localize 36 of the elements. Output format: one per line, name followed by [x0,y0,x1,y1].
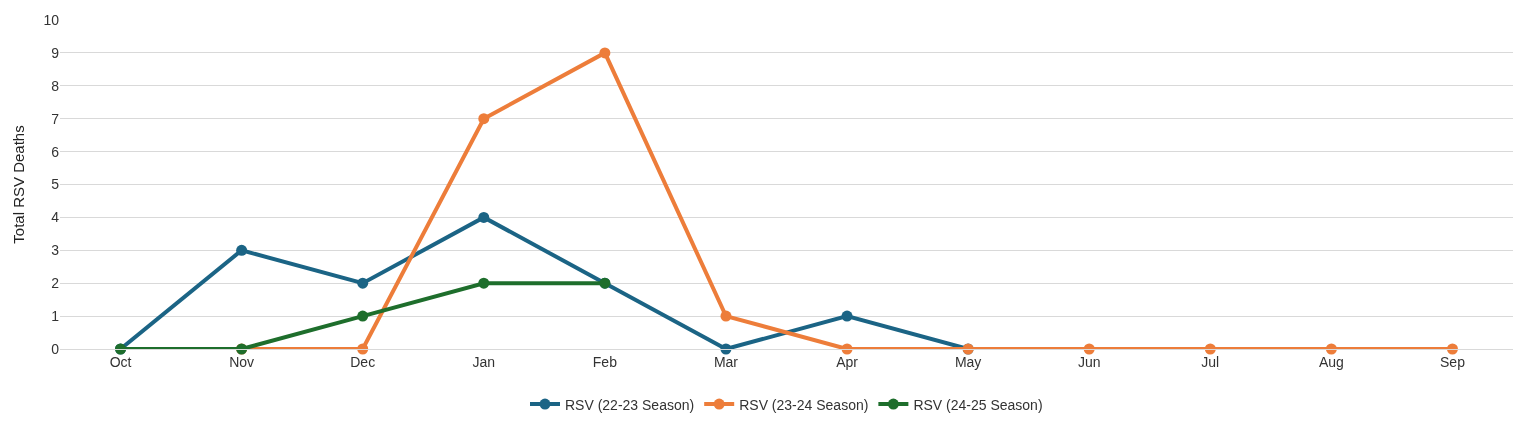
x-tick-label: Dec [350,353,376,370]
x-tick-label: Jan [472,353,496,370]
point [357,310,369,322]
x-tick-label: May [954,353,982,370]
x-tick-label: Nov [229,353,255,370]
y-tick-label: 9 [51,44,60,61]
x-tick-label: Jul [1201,353,1220,370]
point [599,47,611,59]
point [357,277,369,289]
point [236,244,248,256]
y-tick-label: 7 [51,110,60,127]
y-tick-label: 10 [43,11,60,28]
x-tick-label: Mar [713,353,739,370]
point [720,310,732,322]
point [478,277,490,289]
legend-label: RSV (24-25 Season) [913,396,1043,413]
y-tick-label: 2 [51,275,60,292]
legend-label: RSV (23-24 Season) [739,396,869,413]
y-tick-label: 6 [51,143,60,160]
y-tick-label: 5 [51,176,60,193]
point [478,211,490,223]
x-tick-label: Apr [836,353,859,370]
x-tick-label: Aug [1318,353,1344,370]
x-tick-label: Sep [1440,353,1466,370]
x-tick-label: Jun [1077,353,1101,370]
point [478,113,490,125]
y-tick-label: 0 [51,340,60,357]
y-tick-label: 8 [51,77,60,94]
x-tick-label: Oct [109,353,132,370]
y-axis-title: Total RSV Deaths [9,125,27,244]
y-tick-label: 1 [51,308,60,324]
y-tick-label: 4 [51,209,60,226]
legend-label: RSV (22-23 Season) [565,396,695,413]
point [841,310,853,322]
y-tick-label: 3 [51,242,60,259]
x-tick-label: Feb [592,353,618,370]
